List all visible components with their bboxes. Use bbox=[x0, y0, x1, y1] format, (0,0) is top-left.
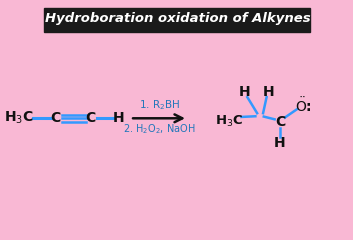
Text: C: C bbox=[50, 111, 60, 125]
Text: H: H bbox=[263, 85, 274, 99]
Text: H$_3$C: H$_3$C bbox=[215, 114, 243, 129]
Text: $\ddot{\rm O}$:: $\ddot{\rm O}$: bbox=[295, 96, 312, 115]
Text: H: H bbox=[274, 136, 286, 150]
Text: H: H bbox=[113, 111, 124, 125]
Text: C: C bbox=[85, 111, 96, 125]
FancyBboxPatch shape bbox=[44, 7, 310, 32]
Text: 1. R$_2$BH: 1. R$_2$BH bbox=[138, 98, 180, 112]
Text: Hydroboration oxidation of Alkynes: Hydroboration oxidation of Alkynes bbox=[44, 12, 310, 25]
Text: H: H bbox=[239, 85, 251, 99]
Text: C: C bbox=[275, 115, 285, 129]
Text: 2. H$_2$O$_2$, NaOH: 2. H$_2$O$_2$, NaOH bbox=[123, 122, 195, 136]
Text: H$_3$C: H$_3$C bbox=[4, 110, 34, 126]
